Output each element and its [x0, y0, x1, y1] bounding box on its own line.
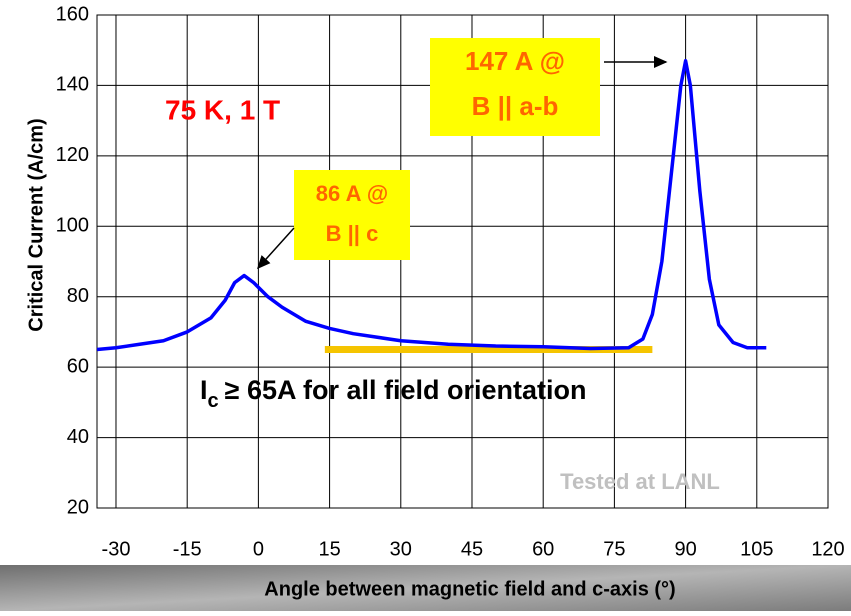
y-tick-label: 140 — [56, 74, 89, 96]
credit: Tested at LANL — [560, 469, 720, 494]
background-strip — [0, 565, 851, 611]
y-tick-label: 40 — [67, 426, 89, 448]
x-axis-title: Angle between magnetic field and c-axis … — [264, 578, 675, 600]
data-line — [96, 59, 767, 352]
y-tick-label: 60 — [67, 355, 89, 377]
statement-symbol: I — [200, 375, 208, 405]
statement: Ic ≥ 65A for all field orientation — [200, 375, 587, 412]
annotation: B || c — [326, 221, 379, 246]
annotation: 86 A @ — [316, 181, 388, 206]
arrow — [256, 227, 295, 270]
condition-label: 75 K, 1 T — [165, 94, 280, 125]
annotation: 147 A @ — [465, 46, 565, 76]
annotation: B || a-b — [472, 91, 559, 121]
annotation-box — [294, 170, 410, 260]
statement-text: ≥ 65A for all field orientation — [225, 375, 587, 405]
annotation-box — [430, 38, 600, 136]
x-tick-label: 120 — [811, 538, 844, 560]
x-tick-label: 0 — [253, 538, 264, 560]
y-axis-title: Critical Current (A/cm) — [25, 118, 47, 331]
x-tick-label: 60 — [532, 538, 554, 560]
x-tick-label: 45 — [461, 538, 483, 560]
x-tick-label: 105 — [740, 538, 773, 560]
y-tick-label: 160 — [56, 3, 89, 25]
statement-subscript: c — [208, 390, 219, 412]
x-tick-label: 75 — [603, 538, 625, 560]
y-tick-label: 120 — [56, 144, 89, 166]
x-tick-label: 90 — [674, 538, 696, 560]
y-tick-label: 80 — [67, 285, 89, 307]
x-tick-label: 30 — [390, 538, 412, 560]
x-tick-label: 15 — [318, 538, 340, 560]
x-tick-label: -15 — [173, 538, 202, 560]
y-tick-label: 20 — [67, 496, 89, 518]
y-tick-label: 100 — [56, 215, 89, 237]
x-tick-label: -30 — [102, 538, 131, 560]
